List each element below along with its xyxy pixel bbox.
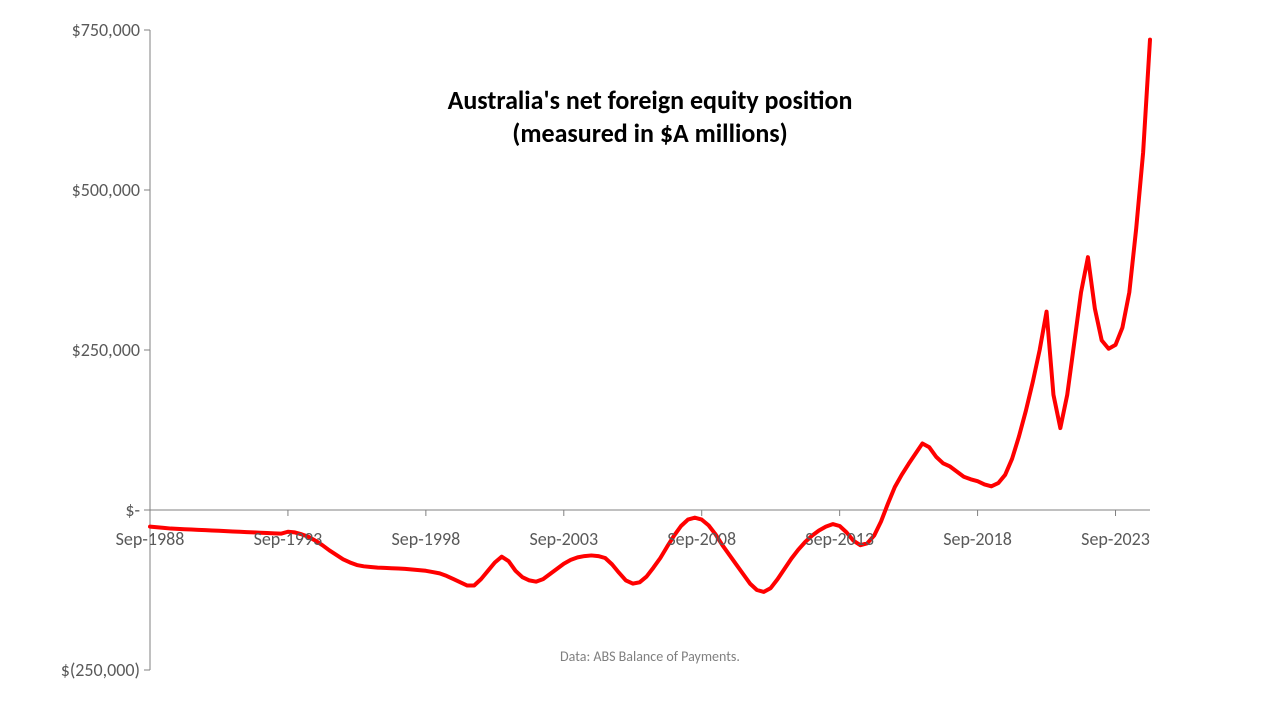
x-tick-label: Sep-2003 (529, 528, 598, 550)
x-tick-label: Sep-2013 (805, 528, 874, 550)
x-tick-label: Sep-1988 (116, 528, 185, 550)
y-tick-label: $(250,000) (20, 659, 140, 681)
y-tick-label: $- (20, 499, 140, 521)
chart-source-note: Data: ABS Balance of Payments. (150, 648, 1150, 665)
x-tick-label: Sep-2023 (1081, 528, 1150, 550)
x-tick-label: Sep-2008 (667, 528, 736, 550)
chart-title-line1: Australia's net foreign equity position (380, 84, 920, 117)
chart-title: Australia's net foreign equity position … (380, 84, 920, 149)
chart-title-line2: (measured in $A millions) (380, 117, 920, 150)
y-tick-label: $500,000 (20, 179, 140, 201)
x-tick-label: Sep-2018 (943, 528, 1012, 550)
y-tick-label: $750,000 (20, 19, 140, 41)
x-tick-label: Sep-1998 (392, 528, 461, 550)
chart-container: Australia's net foreign equity position … (0, 0, 1280, 720)
y-tick-label: $250,000 (20, 339, 140, 361)
x-tick-label: Sep-1993 (254, 528, 323, 550)
